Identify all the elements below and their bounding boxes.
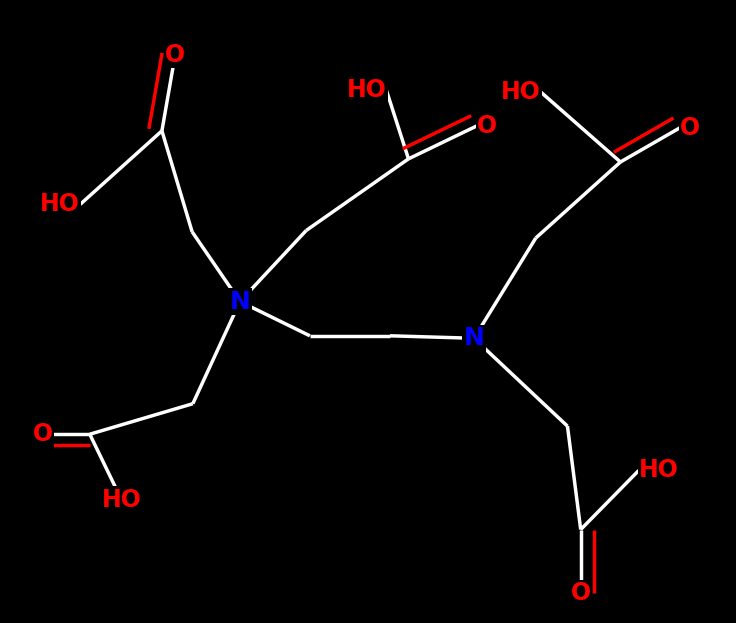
Text: HO: HO [639, 459, 679, 482]
Text: O: O [570, 581, 591, 605]
Text: O: O [680, 116, 700, 140]
Text: O: O [165, 43, 185, 67]
Text: O: O [477, 114, 497, 138]
Text: N: N [230, 290, 250, 313]
Text: HO: HO [347, 78, 386, 102]
Text: HO: HO [102, 488, 141, 511]
Text: HO: HO [40, 193, 80, 216]
Text: HO: HO [501, 80, 541, 104]
Text: O: O [33, 422, 53, 446]
Text: N: N [464, 326, 484, 350]
